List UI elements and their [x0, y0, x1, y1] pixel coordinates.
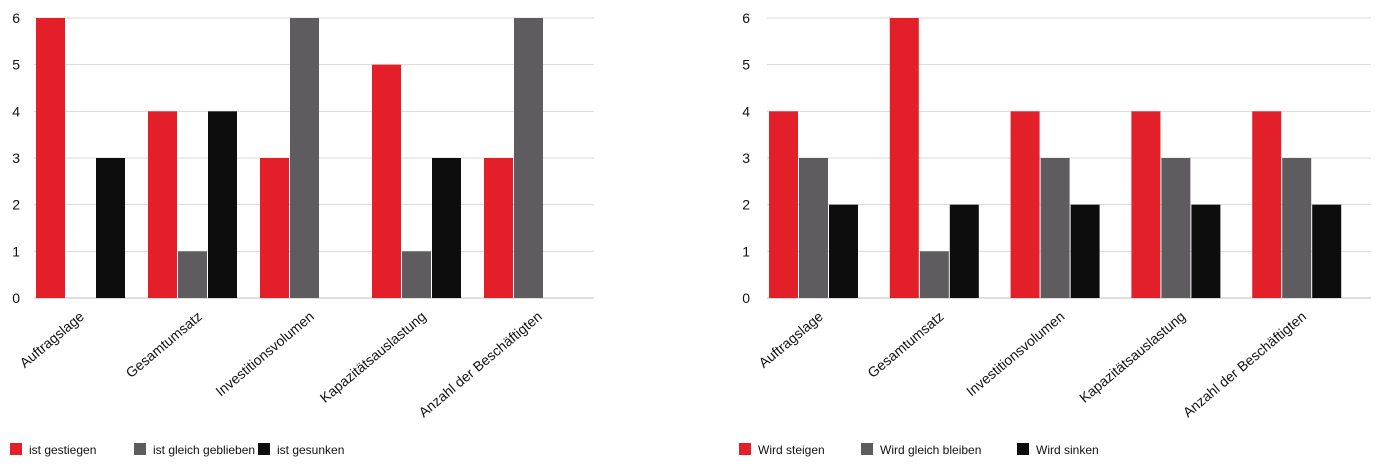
legend-label: ist gesunken: [277, 443, 344, 457]
bar: [1282, 158, 1312, 298]
y-tick-label: 2: [742, 197, 750, 213]
bar: [799, 158, 828, 298]
y-tick-label: 1: [742, 243, 750, 259]
y-tick-label: 0: [12, 290, 20, 306]
category-label: Anzahl der Beschäftigten: [1180, 308, 1310, 420]
y-tick-label: 4: [742, 103, 750, 119]
category-label: Anzahl der Beschäftigten: [415, 308, 545, 420]
y-tick-label: 4: [12, 103, 20, 119]
category-label: Investitionsvolumen: [212, 308, 316, 399]
bar: [889, 18, 919, 298]
chart-left: 0 1 2 3 4 5 6 Auftragslage Gesamtumsatz Investiti…: [10, 10, 594, 457]
legend-label: Wird sinken: [1036, 443, 1099, 457]
category-label: Kapazitätsauslastung: [317, 308, 429, 406]
bar: [514, 18, 543, 298]
bar: [208, 111, 237, 298]
bar: [1010, 111, 1040, 298]
bar: [290, 18, 319, 298]
bar: [829, 204, 858, 298]
bar: [260, 158, 289, 298]
bar: [1252, 111, 1282, 298]
bar: [432, 158, 461, 298]
category-label: Kapazitätsauslastung: [1076, 308, 1188, 406]
bar: [148, 111, 177, 298]
category-label: Investitionsvolumen: [963, 308, 1067, 399]
y-tick-label: 2: [12, 197, 20, 213]
bar: [36, 18, 65, 298]
category-label: Auftragslage: [16, 308, 87, 371]
bar: [1161, 158, 1191, 298]
bar: [96, 158, 125, 298]
category-label: Gesamtumsatz: [864, 308, 946, 381]
y-tick-label: 3: [12, 150, 20, 166]
legend-swatch: [10, 443, 22, 455]
y-tick-label: 6: [12, 10, 20, 26]
y-tick-label: 6: [742, 10, 750, 26]
legend-swatch: [739, 443, 751, 455]
y-tick-label: 0: [742, 290, 750, 306]
y-tick-label: 1: [12, 243, 20, 259]
bar: [1312, 204, 1342, 298]
bar: [1070, 204, 1100, 298]
bar: [402, 251, 431, 298]
bar: [1040, 158, 1070, 298]
bar: [484, 158, 513, 298]
bar: [769, 111, 798, 298]
bar: [949, 204, 979, 298]
bar: [1191, 204, 1221, 298]
bar: [1131, 111, 1161, 298]
legend-swatch: [861, 443, 873, 455]
legend-label: Wird steigen: [758, 443, 825, 457]
y-tick-label: 5: [742, 57, 750, 73]
y-tick-label: 5: [12, 57, 20, 73]
legend-label: ist gestiegen: [29, 443, 96, 457]
legend-label: Wird gleich bleiben: [880, 443, 981, 457]
bar: [178, 251, 207, 298]
legend-swatch: [1017, 443, 1029, 455]
legend-swatch: [258, 443, 270, 455]
category-label: Gesamtumsatz: [123, 308, 205, 381]
category-label: Auftragslage: [755, 308, 826, 371]
y-tick-label: 3: [742, 150, 750, 166]
legend-label: ist gleich geblieben: [153, 443, 255, 457]
bar: [372, 64, 401, 299]
legend-swatch: [134, 443, 146, 455]
bar: [919, 251, 949, 298]
chart-right: 0 1 2 3 4 5 6 Auftragslage Gesamtumsatz Investiti…: [739, 10, 1371, 457]
